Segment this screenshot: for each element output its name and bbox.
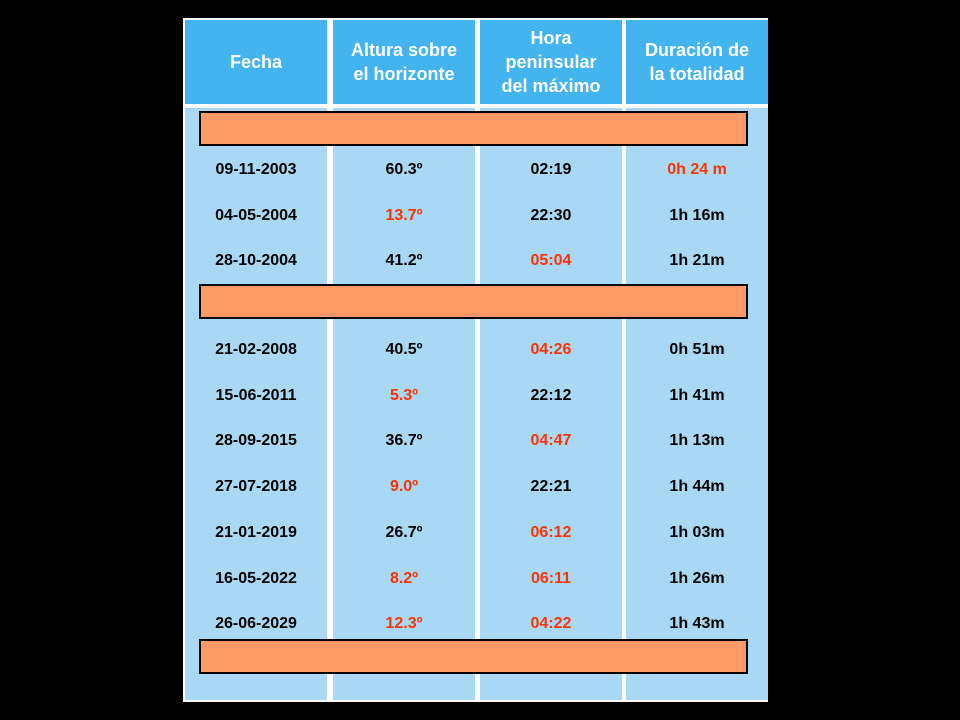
cell-altitude: 41.2º	[385, 252, 423, 269]
header-line: Fecha	[229, 52, 283, 72]
cell-max-time: 22:21	[530, 478, 572, 495]
cell-altitude: 36.7º	[385, 432, 423, 449]
header-totality-duration: Duración de la totalidad	[626, 20, 768, 104]
header-line: el horizonte	[353, 64, 455, 84]
cell-altitude: 9.0º	[389, 478, 419, 495]
header-line: la totalidad	[649, 64, 745, 84]
separator-bar	[199, 639, 748, 674]
header-line: peninsular	[505, 52, 597, 72]
cell-max-time: 04:22	[530, 615, 572, 632]
cell-date: 26-06-2029	[215, 615, 297, 632]
header-line: del máximo	[501, 76, 601, 96]
header-line: Hora	[530, 28, 572, 48]
cell-max-time: 05:04	[530, 252, 572, 269]
column-bg-max-time	[480, 108, 622, 700]
header-date: Fecha	[185, 20, 327, 104]
cell-max-time: 02:19	[530, 161, 572, 178]
cell-date: 16-05-2022	[215, 570, 297, 587]
cell-totality-duration: 1h 21m	[669, 252, 725, 269]
cell-date: 09-11-2003	[215, 161, 297, 178]
cell-altitude: 26.7º	[385, 524, 423, 541]
cell-totality-duration: 0h 24 m	[667, 161, 727, 178]
cell-totality-duration: 1h 13m	[669, 432, 725, 449]
cell-max-time: 06:11	[530, 570, 572, 587]
cell-altitude: 40.5º	[385, 341, 423, 358]
cell-max-time: 22:30	[530, 207, 572, 224]
cell-altitude: 13.7º	[385, 207, 423, 224]
cell-max-time: 22:12	[530, 387, 572, 404]
header-line: Altura sobre	[350, 40, 458, 60]
separator-bar	[199, 111, 748, 146]
column-bg-altitude	[333, 108, 475, 700]
column-bg-date	[185, 108, 327, 700]
cell-date: 21-02-2008	[215, 341, 297, 358]
header-max-time: Hora peninsular del máximo	[480, 20, 622, 104]
cell-altitude: 8.2º	[389, 570, 419, 587]
cell-totality-duration: 1h 41m	[669, 387, 725, 404]
header-line: Duración de	[644, 40, 750, 60]
cell-date: 15-06-2011	[215, 387, 297, 404]
cell-totality-duration: 1h 26m	[669, 570, 725, 587]
cell-totality-duration: 1h 44m	[669, 478, 725, 495]
cell-totality-duration: 1h 03m	[669, 524, 725, 541]
column-bg-totality-duration	[626, 108, 768, 700]
cell-max-time: 06:12	[530, 524, 572, 541]
cell-date: 28-10-2004	[215, 252, 297, 269]
separator-bar	[199, 284, 748, 319]
cell-max-time: 04:26	[530, 341, 572, 358]
cell-date: 27-07-2018	[215, 478, 297, 495]
cell-totality-duration: 1h 16m	[669, 207, 725, 224]
cell-date: 28-09-2015	[215, 432, 297, 449]
header-altitude: Altura sobre el horizonte	[333, 20, 475, 104]
cell-altitude: 60.3º	[385, 161, 423, 178]
cell-totality-duration: 0h 51m	[669, 341, 725, 358]
cell-altitude: 5.3º	[389, 387, 419, 404]
cell-date: 21-01-2019	[215, 524, 297, 541]
cell-date: 04-05-2004	[215, 207, 297, 224]
cell-altitude: 12.3º	[385, 615, 423, 632]
cell-totality-duration: 1h 43m	[669, 615, 725, 632]
cell-max-time: 04:47	[530, 432, 572, 449]
